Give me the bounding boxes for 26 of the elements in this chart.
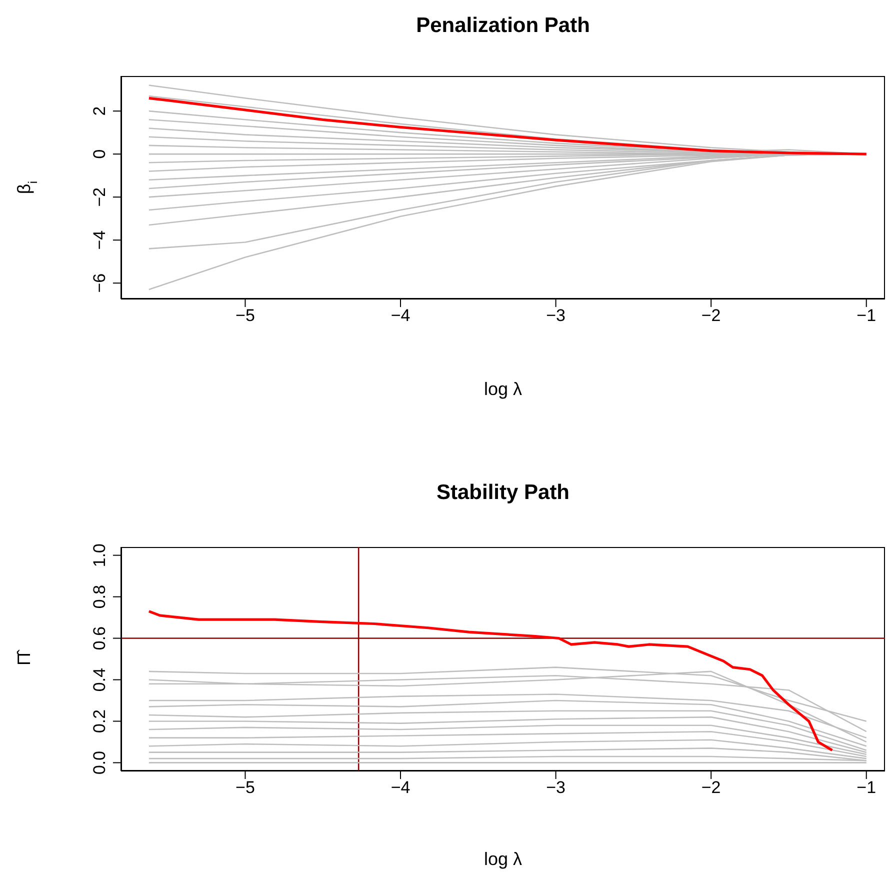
x-tick-label: −1 <box>856 306 876 326</box>
y-tick-label: −2 <box>90 187 109 207</box>
y-tick-label: 0.6 <box>90 626 109 650</box>
y-tick-label: −6 <box>90 273 109 293</box>
x-tick-label: −4 <box>390 778 410 798</box>
x-tick-label: −1 <box>856 778 876 798</box>
y-tick-label: 0.0 <box>90 750 109 775</box>
x-tick-label: −2 <box>701 306 721 326</box>
x-tick-label: −5 <box>236 778 255 798</box>
y-tick-label: 1.0 <box>90 543 109 568</box>
x-tick-label: −2 <box>701 778 721 798</box>
y-tick-label: 0 <box>90 149 109 159</box>
x-tick-label: −3 <box>546 778 566 798</box>
y-tick-label: 0.8 <box>90 584 109 609</box>
x-axis-title: log λ <box>484 379 522 399</box>
y-tick-label: −4 <box>90 230 109 250</box>
y-tick-label: 0.4 <box>90 668 109 692</box>
chart-title: Penalization Path <box>415 14 591 38</box>
chart-title: Stability Path <box>435 481 571 505</box>
y-tick-label: 2 <box>90 106 109 116</box>
x-axis-title: log λ <box>484 849 522 869</box>
x-tick-label: −3 <box>546 306 566 326</box>
x-tick-label: −4 <box>390 306 410 326</box>
x-tick-label: −5 <box>236 306 255 326</box>
y-axis-title: Π̂ <box>14 650 34 666</box>
y-tick-label: 0.2 <box>90 709 109 734</box>
